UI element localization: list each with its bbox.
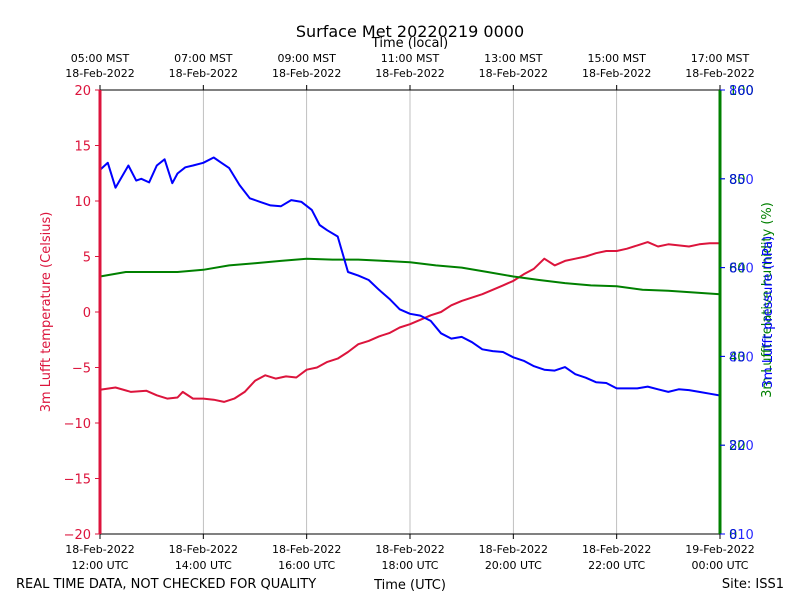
left-tick-label: −10 [64,417,91,432]
top-tick-label: 18-Feb-2022 [272,67,341,80]
tick-labels: 18-Feb-2022 12:00 UTC 18-Feb-2022 14:00 UTC… [64,52,755,572]
left-tick-label: 20 [74,84,91,99]
top-tick-label: 18-Feb-2022 [65,67,134,80]
x-tick-label: 00:00 UTC [691,559,748,572]
right-humidity-tick-label: 20 [729,439,746,454]
series-line-3m-lufft-relative-humidity [99,257,721,296]
left-axis-title: 3m Lufft temperature (Celsius) [39,212,54,413]
top-tick-label: 15:00 MST [587,52,646,65]
series-line-3m-lufft-pressure [99,156,721,397]
top-tick-label: 05:00 MST [71,52,130,65]
left-tick-label: −15 [64,473,91,488]
right-humidity-tick-label: 0 [729,528,737,543]
x-tick-label: 18:00 UTC [381,559,438,572]
x-tick-label: 18-Feb-2022 [375,543,444,556]
top-tick-label: 09:00 MST [277,52,336,65]
chart-title: Surface Met 20220219 0000 [296,22,524,41]
right-axis-title-pressure: 3m Lufft pressure (hPa) [761,236,776,388]
right-pressure-tick-label: 840 [729,262,754,277]
top-tick-label: 18-Feb-2022 [685,67,754,80]
left-tick-label: 5 [83,251,91,266]
x-tick-label: 18-Feb-2022 [272,543,341,556]
left-tick-label: 0 [83,306,91,321]
top-tick-label: 18-Feb-2022 [375,67,444,80]
right-pressure-tick-label: 810 [729,528,754,543]
footer-disclaimer: REAL TIME DATA, NOT CHECKED FOR QUALITY [16,577,316,592]
x-axis-title: Time (UTC) [373,578,446,593]
top-tick-label: 07:00 MST [174,52,233,65]
right-pressure-tick-label: 850 [729,173,754,188]
x-tick-label: 22:00 UTC [588,559,645,572]
x-tick-label: 18-Feb-2022 [65,543,134,556]
x-tick-label: 12:00 UTC [71,559,128,572]
right-humidity-tick-label: 40 [729,350,746,365]
top-tick-label: 18-Feb-2022 [479,67,548,80]
x-tick-label: 18-Feb-2022 [582,543,651,556]
x-tick-label: 18-Feb-2022 [169,543,238,556]
grid-lines [202,90,618,534]
x-tick-label: 14:00 UTC [175,559,232,572]
right-humidity-tick-label: 80 [729,173,746,188]
top-tick-label: 18-Feb-2022 [582,67,651,80]
left-tick-label: −20 [64,528,91,543]
top-tick-label: 13:00 MST [484,52,543,65]
right-pressure-tick-label: 860 [729,84,754,99]
left-tick-label: −5 [72,362,91,377]
right-humidity-tick-label: 60 [729,262,746,277]
top-axis-title: Time (local) [371,36,448,51]
left-tick-label: 10 [74,195,91,210]
top-tick-label: 11:00 MST [381,52,440,65]
top-tick-label: 17:00 MST [691,52,750,65]
x-tick-label: 19-Feb-2022 [685,543,754,556]
x-tick-label: 18-Feb-2022 [479,543,548,556]
x-tick-label: 20:00 UTC [485,559,542,572]
right-pressure-tick-label: 820 [729,439,754,454]
top-tick-label: 18-Feb-2022 [169,67,238,80]
x-tick-label: 16:00 UTC [278,559,335,572]
series-line-3m-lufft-temperature [99,241,720,403]
footer-site: Site: ISS1 [722,577,784,592]
right-axis-title-humidity: 3m Lufft relative humidity (%) [760,202,775,398]
left-tick-label: 15 [74,140,91,155]
right-humidity-tick-label: 100 [729,84,754,99]
right-pressure-tick-label: 830 [729,350,754,365]
series-layer [99,156,721,403]
